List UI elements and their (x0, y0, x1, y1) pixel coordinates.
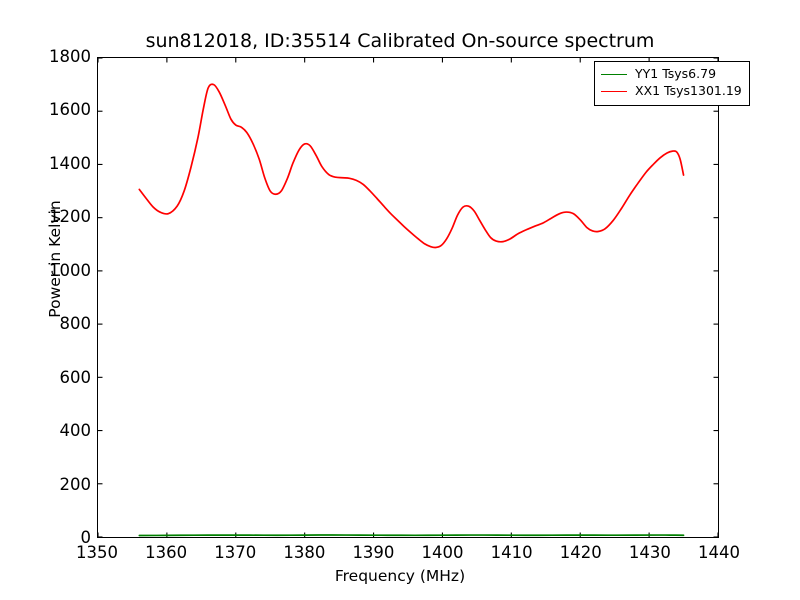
series-lines (139, 84, 683, 535)
legend-swatch-yy1 (601, 74, 627, 75)
x-axis-label: Frequency (MHz) (334, 567, 466, 585)
y-tick-label: 1200 (49, 207, 91, 227)
legend-swatch-xx1 (601, 91, 627, 92)
y-tick-label: 600 (59, 367, 92, 387)
y-tick-label: 200 (59, 474, 92, 494)
series-line (139, 84, 683, 247)
plot-canvas (98, 58, 718, 537)
x-tick-label: 1440 (698, 543, 740, 562)
y-tick-label: 1800 (49, 47, 91, 66)
y-tick-label: 1400 (49, 153, 91, 173)
x-tick-label: 1350 (76, 543, 118, 562)
tick-marks (98, 58, 718, 537)
legend-item: YY1 Tsys6.79 (601, 66, 742, 83)
y-tick-label: 0 (80, 528, 92, 547)
page-title: sun812018, ID:35514 Calibrated On-source… (145, 30, 655, 52)
x-tick-label: 1400 (421, 543, 464, 562)
plot-area (97, 57, 719, 538)
y-tick-label: 800 (59, 314, 92, 334)
x-tick-label: 1390 (352, 543, 395, 562)
series-line (139, 535, 683, 536)
y-tick-label: 400 (59, 421, 92, 441)
x-tick-label: 1420 (559, 543, 602, 562)
x-tick-label: 1380 (283, 543, 326, 562)
y-tick-label: 1000 (49, 260, 91, 280)
legend-item: XX1 Tsys1301.19 (601, 83, 742, 100)
y-axis-label: Power in Kelvin (46, 200, 64, 318)
x-tick-label: 1370 (214, 543, 257, 562)
x-tick-label: 1360 (145, 543, 188, 562)
legend-label-xx1: XX1 Tsys1301.19 (635, 83, 742, 99)
x-tick-label: 1430 (628, 543, 671, 562)
x-tick-label: 1410 (490, 543, 533, 562)
legend-label-yy1: YY1 Tsys6.79 (635, 66, 717, 82)
legend: YY1 Tsys6.79 XX1 Tsys1301.19 (594, 61, 750, 106)
y-tick-label: 1600 (49, 100, 91, 120)
